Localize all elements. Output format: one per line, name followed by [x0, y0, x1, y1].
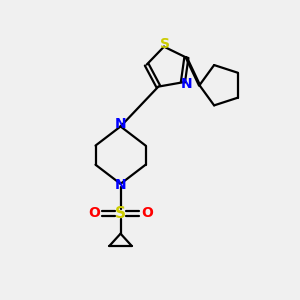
Text: S: S: [160, 37, 170, 51]
Text: O: O: [141, 206, 153, 220]
Text: N: N: [115, 178, 126, 192]
Text: N: N: [115, 117, 126, 131]
Text: N: N: [181, 77, 192, 91]
Text: S: S: [115, 206, 126, 221]
Text: O: O: [88, 206, 100, 220]
